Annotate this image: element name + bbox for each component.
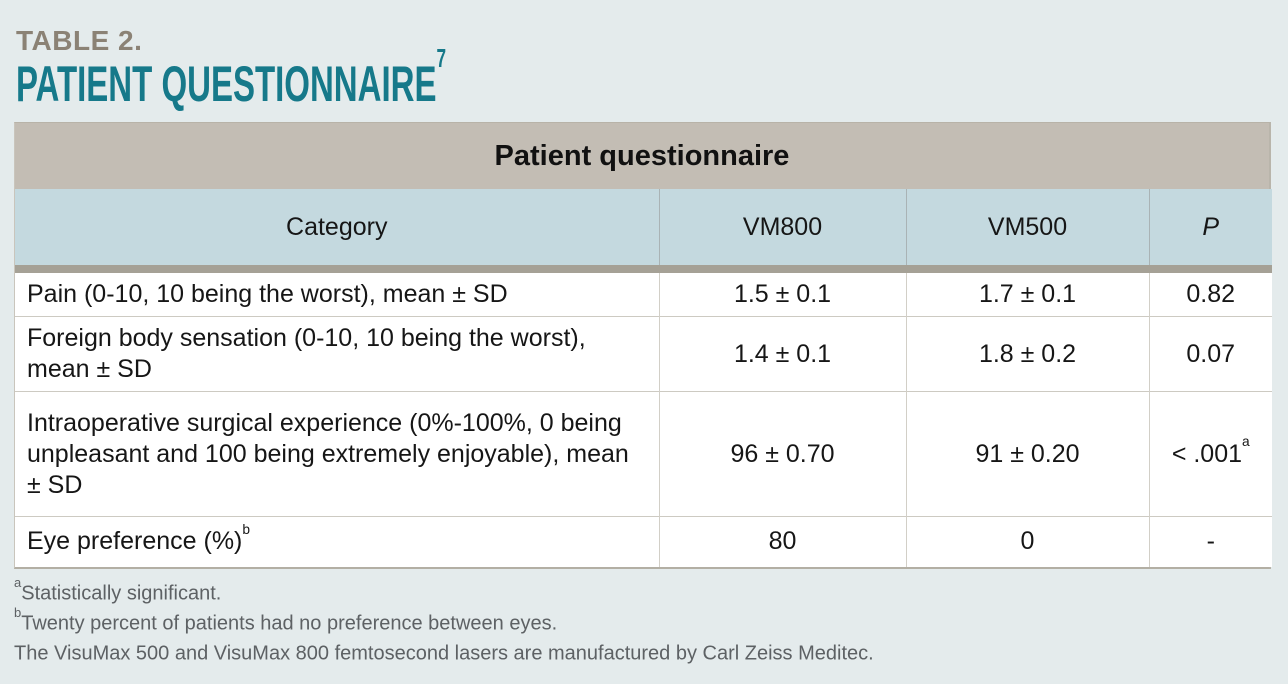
table-row: Eye preference (%)b 80 0 - xyxy=(15,516,1272,567)
category-text: Eye preference (%) xyxy=(27,527,243,556)
category-cell: Eye preference (%)b xyxy=(15,516,659,567)
footnote-b-marker: b xyxy=(14,604,22,620)
column-header-vm500: VM500 xyxy=(905,189,1149,273)
data-table: Category VM800 VM500 P Pain (0-10, 10 be… xyxy=(15,189,1272,567)
category-text: Intraoperative surgical experience (0%-1… xyxy=(27,408,629,499)
column-header-category: Category xyxy=(15,189,659,273)
footnotes: aStatistically significant. bTwenty perc… xyxy=(14,574,1288,666)
p-value-cell: 0.07 xyxy=(1148,316,1272,392)
table-caption: Patient questionnaire xyxy=(494,139,790,172)
p-value-text: < .001 xyxy=(1171,439,1243,468)
category-superscript: b xyxy=(242,521,251,537)
vm800-cell: 80 xyxy=(658,516,906,567)
table-caption-band: Patient questionnaire xyxy=(15,123,1269,189)
column-header-vm800: VM800 xyxy=(658,189,906,273)
vm500-cell: 1.8 ± 0.2 xyxy=(905,316,1149,392)
p-value-cell: - xyxy=(1148,516,1272,567)
footnote-b: bTwenty percent of patients had no prefe… xyxy=(14,604,1288,636)
p-value-cell: 0.82 xyxy=(1148,269,1272,317)
category-text: Foreign body sensation (0-10, 10 being t… xyxy=(27,324,586,383)
vm800-cell: 96 ± 0.70 xyxy=(658,391,906,517)
table-heading: TABLE 2. PATIENT QUESTIONNAIRE7 xyxy=(0,0,1288,112)
footnote-manufacturer: The VisuMax 500 and VisuMax 800 femtosec… xyxy=(14,636,1288,666)
table-row: Intraoperative surgical experience (0%-1… xyxy=(15,391,1272,517)
table-row: Foreign body sensation (0-10, 10 being t… xyxy=(15,316,1272,392)
vm500-cell: 0 xyxy=(905,516,1149,567)
vm500-cell: 91 ± 0.20 xyxy=(905,391,1149,517)
footnote-b-text: Twenty percent of patients had no prefer… xyxy=(21,612,558,635)
page-title-text: PATIENT QUESTIONNAIRE xyxy=(16,56,437,112)
table-number-label: TABLE 2. xyxy=(16,25,143,56)
column-header-p: P xyxy=(1148,189,1272,273)
footnote-a-text: Statistically significant. xyxy=(21,582,222,605)
vm500-cell: 1.7 ± 0.1 xyxy=(905,269,1149,317)
p-value-cell: < .001a xyxy=(1148,391,1272,517)
category-cell: Intraoperative surgical experience (0%-1… xyxy=(15,391,659,517)
column-header-row: Category VM800 VM500 P xyxy=(15,189,1272,273)
category-cell: Foreign body sensation (0-10, 10 being t… xyxy=(15,316,659,392)
p-value-text: 0.07 xyxy=(1186,339,1236,368)
vm800-cell: 1.5 ± 0.1 xyxy=(658,269,906,317)
p-value-text: 0.82 xyxy=(1186,280,1236,308)
patient-questionnaire-table: Patient questionnaire Category VM800 VM5… xyxy=(14,122,1272,569)
vm800-cell: 1.4 ± 0.1 xyxy=(658,316,906,392)
title-reference-superscript: 7 xyxy=(436,43,447,74)
footnote-a: aStatistically significant. xyxy=(14,574,1288,606)
category-text: Pain (0-10, 10 being the worst), mean ± … xyxy=(27,280,508,308)
p-value-superscript: a xyxy=(1242,433,1250,449)
category-cell: Pain (0-10, 10 being the worst), mean ± … xyxy=(15,269,659,317)
footnote-manufacturer-text: The VisuMax 500 and VisuMax 800 femtosec… xyxy=(14,642,874,665)
footnote-a-marker: a xyxy=(14,574,22,590)
p-value-text: - xyxy=(1206,527,1215,556)
table-row: Pain (0-10, 10 being the worst), mean ± … xyxy=(15,269,1272,317)
page-title: PATIENT QUESTIONNAIRE7 xyxy=(16,45,856,112)
